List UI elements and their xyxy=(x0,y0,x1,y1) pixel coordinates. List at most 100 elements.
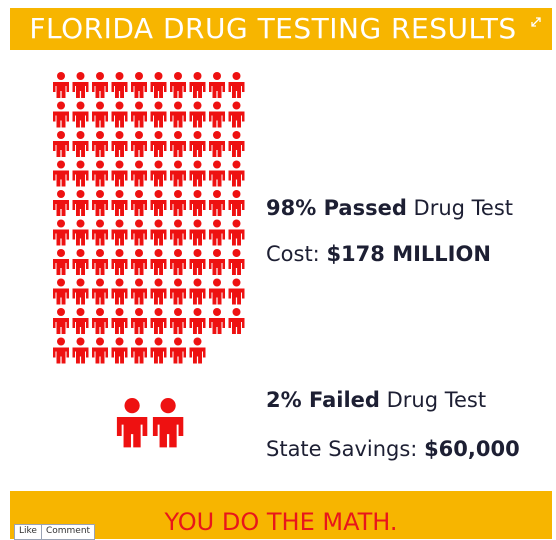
comment-button[interactable]: Comment xyxy=(40,525,94,539)
person-icon xyxy=(209,72,225,98)
person-icon xyxy=(131,337,147,364)
person-icon xyxy=(92,337,108,364)
footer-tagline: YOU DO THE MATH. xyxy=(164,508,398,536)
person-icon xyxy=(53,190,69,216)
person-icon xyxy=(131,101,147,128)
person-icon xyxy=(111,190,128,216)
person-icon xyxy=(150,337,167,364)
person-icon xyxy=(111,131,128,157)
passed-percent: 98% Passed xyxy=(266,196,407,220)
person-icon xyxy=(92,72,108,98)
passed-stat: 98% Passed Drug Test xyxy=(266,196,513,220)
person-icon xyxy=(53,160,69,187)
person-icon xyxy=(72,160,89,187)
person-icon xyxy=(92,249,108,275)
social-buttons: Like Comment xyxy=(14,524,96,540)
person-icon xyxy=(131,160,147,187)
person-icon xyxy=(170,131,186,157)
cost-value: $178 MILLION xyxy=(326,242,491,266)
footer-banner: YOU DO THE MATH. xyxy=(10,491,552,539)
person-icon xyxy=(189,72,206,98)
person-icon xyxy=(189,101,206,128)
person-icon xyxy=(72,337,89,364)
expand-icon[interactable] xyxy=(530,16,542,28)
person-icon xyxy=(150,249,167,275)
failed-label: Drug Test xyxy=(379,388,487,412)
person-icon xyxy=(72,219,89,246)
person-icon xyxy=(228,101,245,128)
passed-label: Drug Test xyxy=(406,196,514,220)
person-icon xyxy=(209,131,225,157)
person-icon xyxy=(111,278,128,305)
person-icon xyxy=(92,160,108,187)
person-icon xyxy=(131,131,147,157)
person-icon xyxy=(170,160,186,187)
person-icon xyxy=(111,219,128,246)
person-icon xyxy=(189,131,206,157)
person-icon xyxy=(72,278,89,305)
person-icon xyxy=(131,308,147,334)
person-icon xyxy=(53,101,69,128)
person-icon xyxy=(228,131,245,157)
person-icon xyxy=(228,219,245,246)
person-icon xyxy=(170,219,186,246)
person-icon xyxy=(150,101,167,128)
person-icon xyxy=(72,249,89,275)
person-icon xyxy=(170,308,186,334)
person-icon xyxy=(92,190,108,216)
person-icon xyxy=(209,219,225,246)
person-icon xyxy=(228,72,245,98)
person-icon xyxy=(189,337,206,364)
person-icon xyxy=(189,219,206,246)
person-icon xyxy=(209,190,225,216)
failed-stat: 2% Failed Drug Test xyxy=(266,388,486,412)
person-icon xyxy=(170,190,186,216)
person-icon xyxy=(111,160,128,187)
person-icon xyxy=(209,101,225,128)
person-icon xyxy=(111,72,128,98)
person-icon xyxy=(209,278,225,305)
person-icon xyxy=(170,278,186,305)
like-button[interactable]: Like xyxy=(19,526,37,536)
person-icon xyxy=(228,249,245,275)
person-icon xyxy=(150,72,167,98)
failed-percent: 2% Failed xyxy=(266,388,380,412)
savings-label: State Savings: xyxy=(266,437,425,461)
person-icon xyxy=(72,131,89,157)
person-icon xyxy=(111,308,128,334)
person-icon xyxy=(92,308,108,334)
person-icon xyxy=(53,337,69,364)
cost-stat: Cost: $178 MILLION xyxy=(266,242,491,266)
header-banner: FLORIDA DRUG TESTING RESULTS xyxy=(10,8,552,50)
person-icon xyxy=(72,190,89,216)
person-icon xyxy=(228,278,245,305)
person-icon xyxy=(53,219,69,246)
person-icon xyxy=(228,190,245,216)
person-icon xyxy=(53,249,69,275)
person-icon xyxy=(111,337,128,364)
person-icon xyxy=(170,72,186,98)
person-icon xyxy=(170,249,186,275)
person-icon xyxy=(150,131,167,157)
person-icon xyxy=(53,278,69,305)
cost-label: Cost: xyxy=(266,242,327,266)
person-icon xyxy=(92,101,108,128)
person-icon xyxy=(111,101,128,128)
person-icon xyxy=(150,278,167,305)
passed-people-grid xyxy=(53,72,245,364)
person-icon xyxy=(131,72,147,98)
person-icon xyxy=(150,219,167,246)
person-icon xyxy=(72,101,89,128)
person-icon xyxy=(92,219,108,246)
person-icon xyxy=(152,398,184,448)
person-icon xyxy=(189,160,206,187)
person-icon xyxy=(228,160,245,187)
person-icon xyxy=(92,131,108,157)
person-icon xyxy=(150,160,167,187)
person-icon xyxy=(72,308,89,334)
person-icon xyxy=(53,72,69,98)
person-icon xyxy=(131,278,147,305)
person-icon xyxy=(53,308,69,334)
failed-people-pair xyxy=(116,398,184,448)
person-icon xyxy=(228,308,245,334)
